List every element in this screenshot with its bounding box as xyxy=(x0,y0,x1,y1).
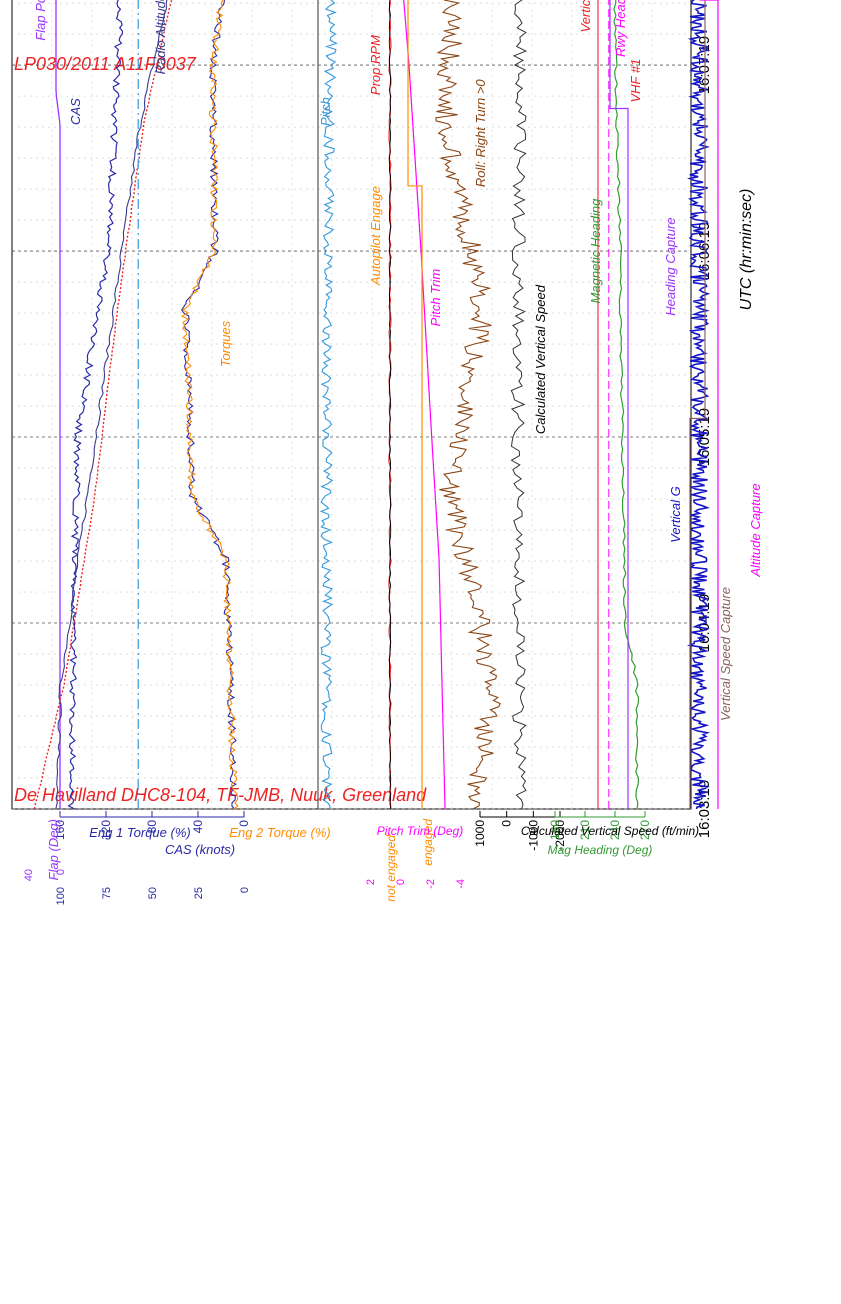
chart-title: De Havilland DHC8-104, TF-JMB, Nuuk, Gre… xyxy=(14,785,427,805)
pitch-trim-label: Pitch Trim xyxy=(428,269,443,327)
pitch-label: Pitch xyxy=(318,97,333,126)
x-tick-label: 16:05:19 xyxy=(696,408,713,466)
cas-tick-label: 160 xyxy=(53,820,67,840)
cas-tick-label: 120 xyxy=(99,820,113,840)
vertical-speed-trace xyxy=(501,0,533,810)
magnetic-heading-trace xyxy=(590,0,640,810)
flap-axis-label: Flap (Deg) xyxy=(46,819,61,880)
torque-tick-label: 50 xyxy=(147,887,159,899)
torques-label: Torques xyxy=(218,320,233,367)
rwy-heading-label: Rwy Heading 233.8 deg xyxy=(613,0,628,57)
vs-tick-label: -1000 xyxy=(526,820,540,851)
vertical-speed-label: Calculated Vertical Speed xyxy=(533,284,548,434)
magnetic-heading-label: Magnetic Heading xyxy=(588,198,603,304)
cas-label: CAS xyxy=(68,98,83,125)
prop-rpm-label: Prop RPM xyxy=(368,35,383,95)
torque-tick-label: 75 xyxy=(101,887,113,899)
autopilot-engage-step xyxy=(407,0,423,809)
radio-altitude-label: Radio Altitude xyxy=(153,0,168,74)
pitch-trim-tick-label: -2 xyxy=(425,879,437,889)
pitch-trim-trace xyxy=(381,0,446,810)
rotated-plot-group: 16:03:1916:04:1916:05:1916:06:1916:07:19… xyxy=(11,0,763,905)
pitch-trim-tick-label: 0 xyxy=(395,879,407,885)
cas-trace xyxy=(67,0,201,810)
torque-tick-label: 0 xyxy=(239,887,251,893)
vertical-g-label: Vertical G xyxy=(668,486,683,543)
flap-tick-label: 40 xyxy=(23,869,35,881)
prop1-rpm-trace xyxy=(388,0,454,810)
autopilot-not-engaged-label: not engaged xyxy=(384,835,398,902)
pitch-trim-tick-label: -4 xyxy=(455,879,467,889)
radio-altitude-trace xyxy=(55,0,267,810)
vs-tick-label: 1000 xyxy=(473,820,487,847)
pitch-trim-axis-label: Pitch Trim (Deg) xyxy=(377,824,463,838)
pitch-att-trace xyxy=(318,0,341,809)
cas-tick-label: 0 xyxy=(237,820,251,827)
eng1-torque-label: Eng 1 Torque (%) xyxy=(89,825,190,840)
vs-tick-label: 0 xyxy=(500,820,514,827)
autopilot-engaged-label: engaged xyxy=(421,819,435,866)
chart-subtitle: LP030/2011 A11F0037 xyxy=(14,54,197,74)
eng2-torque-trace xyxy=(170,0,247,810)
autopilot-engage-label: Autopilot Engage xyxy=(368,186,383,286)
heading-capture-step xyxy=(609,0,629,809)
torque-tick-label: 100 xyxy=(55,887,67,905)
flap-position-trace xyxy=(47,0,61,809)
cas-tick-label: 40 xyxy=(191,820,205,834)
x-axis-label: UTC (hr:min:sec) xyxy=(738,189,755,311)
vertical-accel-label: Vertical Accel +3.9 G xyxy=(578,0,593,32)
eng1-torque-trace xyxy=(166,0,248,810)
hdg-tick-label: 240 xyxy=(608,820,622,840)
hdg-axis-label: Mag Heading (Deg) xyxy=(548,843,653,857)
altitude-capture-label: Altitude Capture xyxy=(748,483,763,577)
altitude-capture-step xyxy=(699,0,719,809)
vs-capture-step xyxy=(689,0,706,809)
vhf1-label: VHF #1 xyxy=(628,59,643,103)
torque-tick-label: 25 xyxy=(193,887,205,899)
cas-axis-label: CAS (knots) xyxy=(165,842,235,857)
vs-axis-label: Calculated Vertical Speed (ft/min) xyxy=(521,824,699,838)
pitch-trim-tick-label: 2 xyxy=(365,879,377,885)
roll-label: Roll: Right Turn >0 xyxy=(473,79,488,188)
plot-frame xyxy=(11,0,692,810)
vs-tick-label: -2000 xyxy=(553,820,567,851)
flap-position-label: Flap Position xyxy=(33,0,48,41)
flap-tick-label: 0 xyxy=(55,869,67,875)
roll-att-trace xyxy=(435,0,501,810)
hdg-tick-label: 180 xyxy=(548,820,562,840)
heading-capture-label: Heading Capture xyxy=(663,217,678,315)
cas-tick-label: 80 xyxy=(145,820,159,834)
eng2-torque-label: Eng 2 Torque (%) xyxy=(229,825,330,840)
vs-capture-label: Vertical Speed Capture xyxy=(718,587,733,721)
hdg-tick-label: 270 xyxy=(638,820,652,840)
hdg-tick-label: 210 xyxy=(578,820,592,840)
